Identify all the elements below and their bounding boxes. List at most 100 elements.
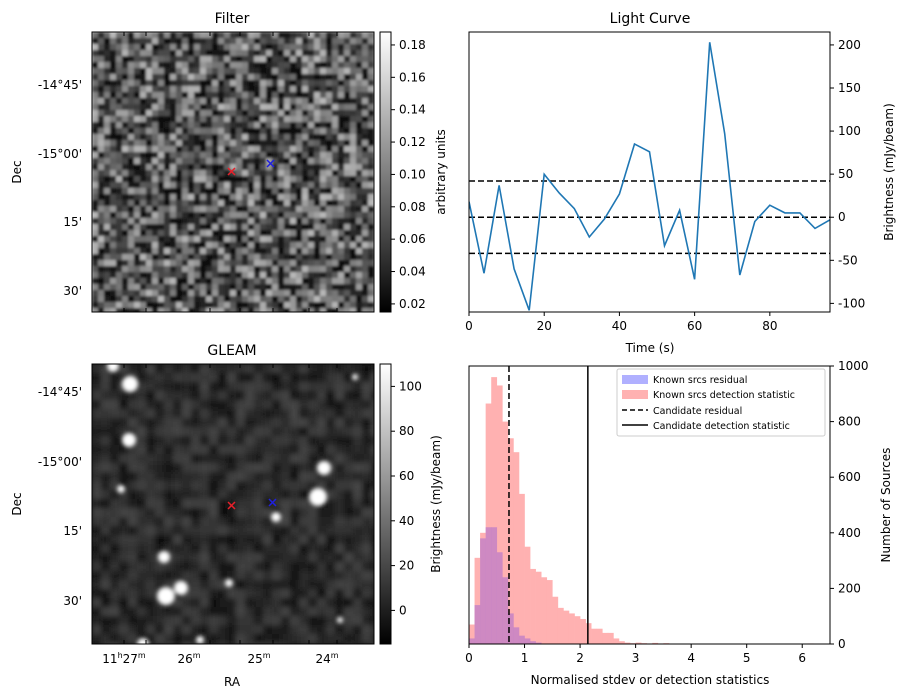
gleam-source <box>158 551 170 563</box>
histogram-detection-bar <box>524 546 531 644</box>
histogram-residual-bar <box>507 613 514 644</box>
lightcurve-panel: Light Curve 0 20 40 60 80 -100 -50 0 50 100 150 20… <box>465 11 896 355</box>
lightcurve-x-tick-label: 40 <box>612 319 627 333</box>
histogram-detection-bar <box>618 641 625 644</box>
histogram-residual-bar <box>491 527 498 644</box>
gleam-panel: GLEAM -14°45' -15°00' 15' 30' Dec 11h27m… <box>10 343 443 689</box>
histogram-detection-bar <box>530 568 536 644</box>
lightcurve-x-tick-label: 20 <box>537 319 552 333</box>
filter-dec-tick-3: 15' <box>63 215 82 229</box>
gleam-cb-tick-label: 40 <box>399 514 414 528</box>
histogram-x-tick-label: 2 <box>576 651 584 665</box>
histogram-detection-bar <box>546 580 553 644</box>
gleam-image <box>92 364 374 644</box>
filter-image <box>92 32 374 312</box>
lightcurve-ylabel: Brightness (mJy/beam) <box>882 103 896 241</box>
legend-swatch-residual <box>622 375 648 384</box>
gleam-source <box>352 374 358 380</box>
histogram-y-tick-label: 400 <box>838 526 861 540</box>
filter-cb-tick-label: 0.06 <box>399 232 426 246</box>
gleam-source <box>107 364 119 372</box>
gleam-ra-tick-4: 24m <box>315 651 338 666</box>
gleam-source <box>122 433 136 447</box>
histogram-x-tick-label: 3 <box>632 651 640 665</box>
histogram-y-ticks: 0 200 400 600 800 1000 <box>830 359 869 651</box>
legend-label-residual: Known srcs residual <box>653 375 747 386</box>
gleam-source <box>122 376 138 392</box>
histogram-residual-bar <box>485 527 492 644</box>
histogram-residual-bar <box>518 635 525 644</box>
gleam-source <box>337 617 343 623</box>
lightcurve-x-tick-label: 0 <box>465 319 473 333</box>
histogram-detection-bar <box>474 557 481 644</box>
histogram-residual-bar <box>535 642 542 644</box>
histogram-detection-bar <box>491 377 498 644</box>
legend-box <box>616 368 826 437</box>
histogram-residual-bar <box>524 638 531 644</box>
filter-cb-tick-label: 0.18 <box>399 38 426 52</box>
filter-cb-tick-label: 0.10 <box>399 167 426 181</box>
histogram-residual-bar <box>474 605 481 644</box>
filter-colorbar-ticks: 0.02 0.04 0.06 0.08 0.10 0.12 0.14 0.16 0.18 <box>391 38 426 311</box>
gleam-source <box>317 461 331 475</box>
histogram-detection-bar <box>635 642 642 644</box>
histogram-detection-bar <box>613 638 620 644</box>
histogram-x-tick-label: 0 <box>465 651 473 665</box>
histogram-x-tick-label: 5 <box>743 651 751 665</box>
histogram-detection-bar <box>518 493 525 644</box>
histogram-detection-bar <box>485 403 492 644</box>
histogram-detection-bar <box>513 452 520 644</box>
legend-label-detection: Known srcs detection statistic <box>653 390 795 401</box>
filter-cb-tick-label: 0.12 <box>399 135 426 149</box>
gleam-xlabel: RA <box>224 675 241 689</box>
legend-label-candidate-detection: Candidate detection statistic <box>653 421 790 432</box>
gleam-red-marker <box>227 501 236 510</box>
gleam-source <box>117 485 125 493</box>
filter-cb-tick-label: 0.16 <box>399 70 426 84</box>
gleam-source <box>309 488 327 506</box>
histogram-detection-bar <box>541 577 548 644</box>
histogram-x-tick-label: 6 <box>798 651 806 665</box>
histogram-residual-bar <box>469 638 475 644</box>
histogram-x-tick-label: 4 <box>687 651 695 665</box>
gleam-frame-ticks <box>123 364 338 644</box>
histogram-frame <box>468 365 831 645</box>
lightcurve-title: Light Curve <box>610 11 691 27</box>
filter-dec-tick-4: 30' <box>63 284 82 298</box>
histogram-xlabel: Normalised stdev or detection statistics <box>531 673 770 687</box>
gleam-ra-tick-1: 11h27m <box>102 651 146 666</box>
gleam-colorbar-label: Brightness (mJy/beam) <box>429 435 443 573</box>
gleam-source <box>225 579 233 587</box>
gleam-blue-marker <box>268 498 277 507</box>
histogram-detection-bar <box>552 596 559 644</box>
filter-blue-marker <box>266 159 275 168</box>
gleam-sources <box>107 364 358 644</box>
histogram-detection-bar <box>535 571 542 644</box>
histogram-detection-bar <box>624 642 631 644</box>
gleam-cb-tick-label: 80 <box>399 424 414 438</box>
legend-label-candidate-residual: Candidate residual <box>653 406 742 417</box>
histogram-residual-bar <box>502 577 509 644</box>
lightcurve-y-tick-label: 200 <box>838 38 861 52</box>
histogram-y-tick-label: 800 <box>838 415 861 429</box>
lightcurve-y-tick-label: 50 <box>838 167 853 181</box>
lightcurve-x-tick-label: 60 <box>687 319 702 333</box>
histogram-panel: 0 1 2 3 4 5 6 0 200 400 600 800 1000 Normalised std… <box>465 359 893 687</box>
histogram-detection-bar <box>580 618 586 644</box>
filter-dec-tick-1: -14°45' <box>38 78 82 92</box>
histogram-y-tick-label: 1000 <box>838 359 869 373</box>
histogram-detection-bar <box>591 628 598 644</box>
gleam-source <box>174 581 188 595</box>
gleam-ylabel: Dec <box>10 492 24 515</box>
lightcurve-y-tick-label: 0 <box>838 210 846 224</box>
legend-swatch-detection <box>622 390 648 399</box>
gleam-cb-tick-label: 60 <box>399 469 414 483</box>
lightcurve-y-ticks: -100 -50 0 50 100 150 200 <box>830 38 865 310</box>
histogram-residual-bar <box>480 538 486 644</box>
filter-frame-ticks <box>123 32 338 312</box>
filter-cb-tick-label: 0.14 <box>399 103 426 117</box>
filter-cb-tick-label: 0.04 <box>399 265 426 279</box>
histogram-detection-bar <box>563 610 570 644</box>
histogram-y-tick-label: 0 <box>838 637 846 651</box>
